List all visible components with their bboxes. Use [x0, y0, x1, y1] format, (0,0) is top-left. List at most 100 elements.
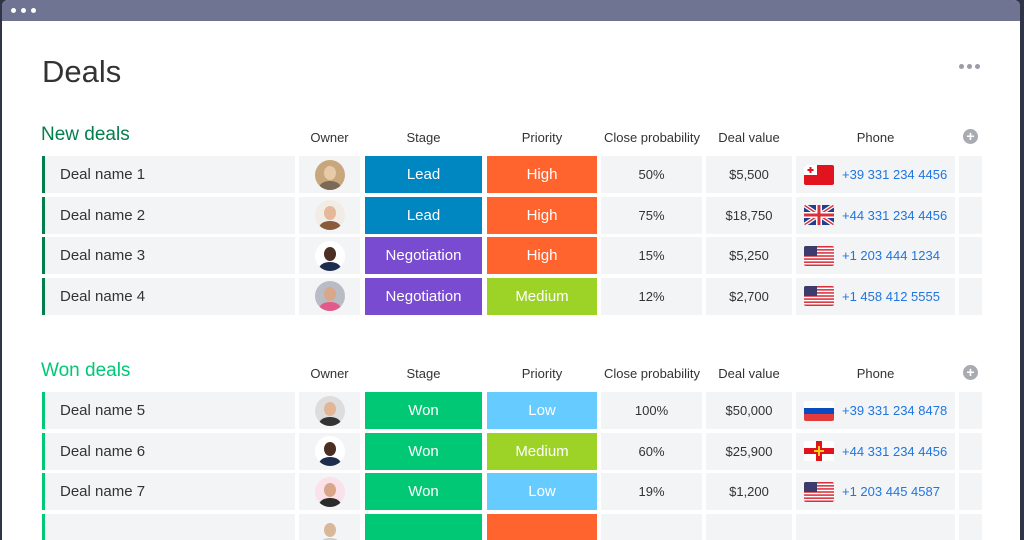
header-phone[interactable]: Phone [796, 366, 955, 381]
phone-cell[interactable]: +39 331 234 8478 [796, 392, 955, 429]
header-close-probability[interactable]: Close probability [597, 130, 707, 145]
window-dot-icon[interactable] [11, 8, 16, 13]
stage-status[interactable]: Lead [365, 197, 482, 234]
phone-link[interactable]: +39 331 234 4456 [842, 167, 947, 182]
table-row[interactable]: Deal name 1 Lead High 50% $5,500 +39 331… [2, 156, 1020, 193]
priority-status[interactable]: Low [487, 473, 597, 510]
phone-cell[interactable]: +44 331 234 4456 [796, 433, 955, 470]
phone-cell[interactable] [796, 514, 955, 540]
close-probability[interactable] [601, 514, 702, 540]
empty-cell[interactable] [959, 278, 982, 315]
deal-name[interactable]: Deal name 7 [42, 473, 295, 510]
header-stage[interactable]: Stage [365, 130, 482, 145]
stage-status[interactable]: Lead [365, 156, 482, 193]
priority-status[interactable]: High [487, 197, 597, 234]
deal-name[interactable]: Deal name 1 [42, 156, 295, 193]
phone-cell[interactable]: +1 458 412 5555 [796, 278, 955, 315]
stage-status[interactable]: Won [365, 433, 482, 470]
empty-cell[interactable] [959, 433, 982, 470]
phone-cell[interactable]: +1 203 445 4587 [796, 473, 955, 510]
stage-status[interactable]: Won [365, 392, 482, 429]
table-row[interactable]: Deal name 5 Won Low 100% $50,000 +39 331… [2, 392, 1020, 429]
window-dot-icon[interactable] [31, 8, 36, 13]
owner-cell[interactable] [299, 197, 360, 234]
deal-name[interactable]: Deal name 4 [42, 278, 295, 315]
priority-status[interactable]: High [487, 156, 597, 193]
priority-status[interactable]: High [487, 237, 597, 274]
deal-value[interactable]: $2,700 [706, 278, 792, 315]
table-row[interactable] [2, 514, 1020, 540]
phone-link[interactable]: +44 331 234 4456 [842, 444, 947, 459]
empty-cell[interactable] [959, 237, 982, 274]
close-probability[interactable]: 12% [601, 278, 702, 315]
priority-status[interactable]: Low [487, 392, 597, 429]
phone-link[interactable]: +44 331 234 4456 [842, 208, 947, 223]
deal-value[interactable]: $25,900 [706, 433, 792, 470]
deal-name[interactable]: Deal name 3 [42, 237, 295, 274]
phone-link[interactable]: +1 203 444 1234 [842, 248, 940, 263]
deal-value[interactable]: $50,000 [706, 392, 792, 429]
priority-status[interactable]: Medium [487, 433, 597, 470]
header-priority[interactable]: Priority [487, 130, 597, 145]
close-probability[interactable]: 100% [601, 392, 702, 429]
group-title[interactable]: Won deals [41, 360, 130, 382]
empty-cell[interactable] [959, 197, 982, 234]
empty-cell[interactable] [959, 392, 982, 429]
close-probability[interactable]: 15% [601, 237, 702, 274]
table-row[interactable]: Deal name 7 Won Low 19% $1,200 +1 203 44… [2, 473, 1020, 510]
close-probability[interactable]: 60% [601, 433, 702, 470]
empty-cell[interactable] [959, 473, 982, 510]
table-row[interactable]: Deal name 2 Lead High 75% $18,750 +44 33… [2, 197, 1020, 234]
stage-status[interactable] [365, 514, 482, 540]
priority-status[interactable]: Medium [487, 278, 597, 315]
close-probability[interactable]: 50% [601, 156, 702, 193]
phone-cell[interactable]: +44 331 234 4456 [796, 197, 955, 234]
owner-cell[interactable] [299, 433, 360, 470]
close-probability[interactable]: 75% [601, 197, 702, 234]
deal-value[interactable]: $1,200 [706, 473, 792, 510]
header-owner[interactable]: Owner [299, 366, 360, 381]
table-row[interactable]: Deal name 6 Won Medium 60% $25,900 +44 3… [2, 433, 1020, 470]
add-column-icon[interactable]: + [963, 129, 978, 144]
deal-name[interactable]: Deal name 6 [42, 433, 295, 470]
header-phone[interactable]: Phone [796, 130, 955, 145]
flag-usa-icon [804, 246, 834, 266]
deal-name[interactable]: Deal name 2 [42, 197, 295, 234]
stage-status[interactable]: Negotiation [365, 237, 482, 274]
owner-cell[interactable] [299, 514, 360, 540]
empty-cell[interactable] [959, 156, 982, 193]
stage-status[interactable]: Won [365, 473, 482, 510]
deal-value[interactable]: $5,250 [706, 237, 792, 274]
deal-value[interactable]: $18,750 [706, 197, 792, 234]
empty-cell[interactable] [959, 514, 982, 540]
deal-name[interactable] [42, 514, 295, 540]
phone-cell[interactable]: +39 331 234 4456 [796, 156, 955, 193]
phone-link[interactable]: +1 203 445 4587 [842, 484, 940, 499]
phone-cell[interactable]: +1 203 444 1234 [796, 237, 955, 274]
owner-cell[interactable] [299, 473, 360, 510]
header-deal-value[interactable]: Deal value [706, 130, 792, 145]
header-owner[interactable]: Owner [299, 130, 360, 145]
phone-link[interactable]: +39 331 234 8478 [842, 403, 947, 418]
owner-cell[interactable] [299, 278, 360, 315]
header-deal-value[interactable]: Deal value [706, 366, 792, 381]
deal-value[interactable] [706, 514, 792, 540]
more-options-icon[interactable] [959, 64, 980, 69]
stage-status[interactable]: Negotiation [365, 278, 482, 315]
phone-link[interactable]: +1 458 412 5555 [842, 289, 940, 304]
header-stage[interactable]: Stage [365, 366, 482, 381]
group-title[interactable]: New deals [41, 124, 130, 146]
header-priority[interactable]: Priority [487, 366, 597, 381]
table-row[interactable]: Deal name 4 Negotiation Medium 12% $2,70… [2, 278, 1020, 315]
owner-cell[interactable] [299, 392, 360, 429]
table-row[interactable]: Deal name 3 Negotiation High 15% $5,250 … [2, 237, 1020, 274]
deal-value[interactable]: $5,500 [706, 156, 792, 193]
add-column-icon[interactable]: + [963, 365, 978, 380]
deal-name[interactable]: Deal name 5 [42, 392, 295, 429]
close-probability[interactable]: 19% [601, 473, 702, 510]
window-dot-icon[interactable] [21, 8, 26, 13]
priority-status[interactable] [487, 514, 597, 540]
owner-cell[interactable] [299, 237, 360, 274]
owner-cell[interactable] [299, 156, 360, 193]
header-close-probability[interactable]: Close probability [597, 366, 707, 381]
